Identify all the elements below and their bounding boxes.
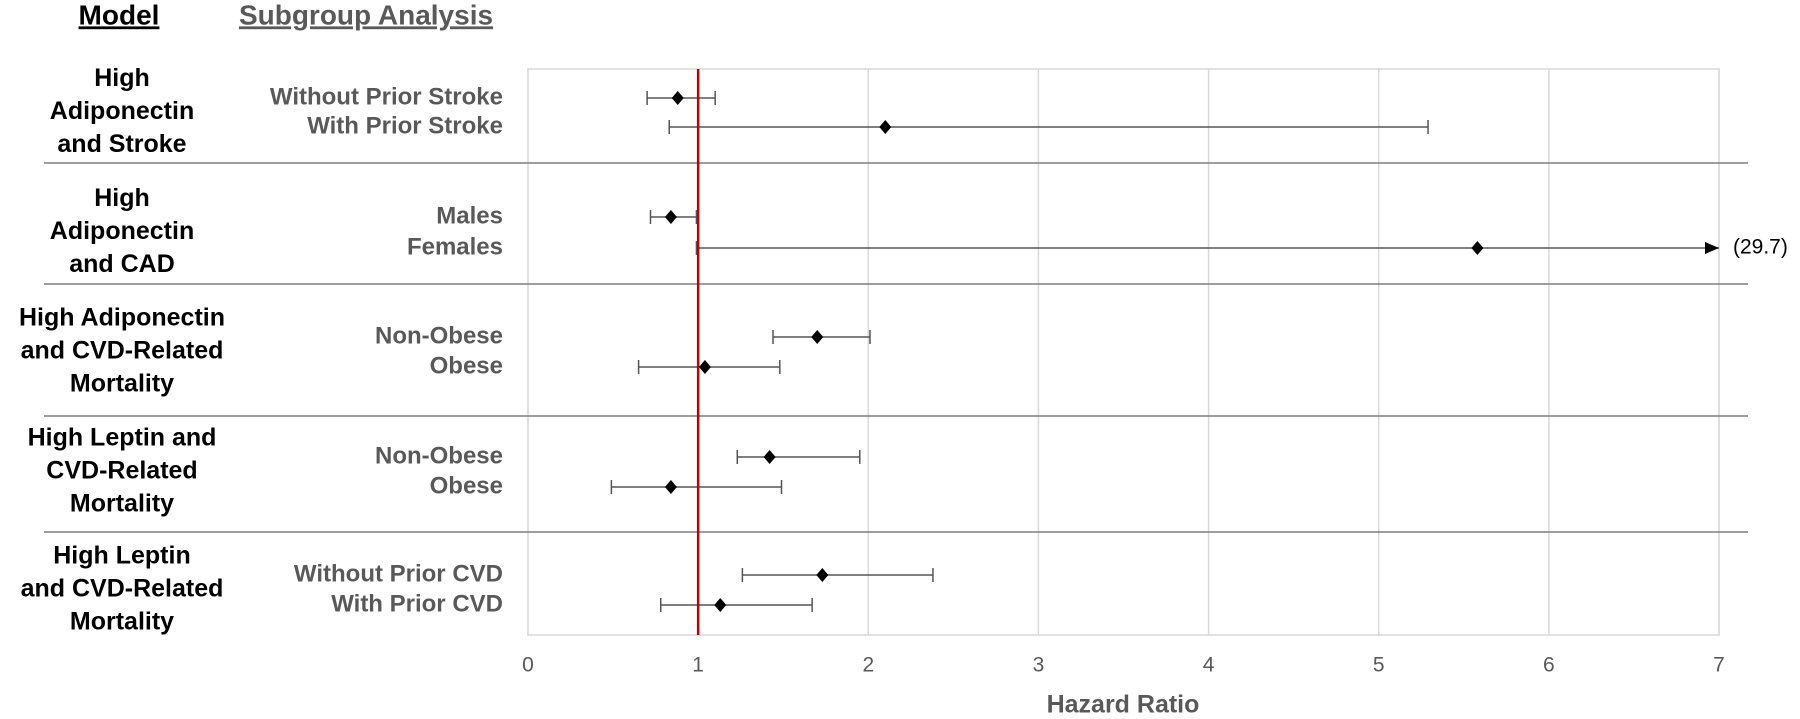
subgroup-label: Obese — [430, 352, 503, 379]
point-estimate — [816, 568, 829, 582]
model-label: Mortality — [70, 608, 174, 636]
x-tick-label: 3 — [1033, 654, 1045, 677]
model-header: Model — [79, 0, 160, 30]
model-label: Mortality — [70, 370, 174, 398]
model-label: Mortality — [70, 490, 174, 518]
model-label: Adiponectin — [50, 97, 194, 125]
point-estimate — [763, 450, 776, 464]
model-label: Adiponectin — [50, 217, 194, 245]
plot-border — [527, 68, 1720, 636]
subgroup-label: Without Prior Stroke — [270, 83, 503, 110]
model-label: and CVD-Related — [21, 575, 224, 603]
point-estimate — [1471, 241, 1484, 255]
x-axis-label: Hazard Ratio — [1047, 691, 1200, 719]
subgroup-label: Males — [436, 202, 503, 229]
subgroup-header: Subgroup Analysis — [239, 0, 493, 30]
model-label: CVD-Related — [46, 457, 197, 485]
subgroup-label: Females — [407, 233, 503, 260]
subgroup-label: Non-Obese — [375, 322, 503, 349]
arrow-head — [1705, 242, 1719, 254]
x-tick-label: 6 — [1543, 654, 1555, 677]
point-estimate — [811, 330, 824, 344]
model-label: and CAD — [69, 250, 175, 278]
model-label: and Stroke — [57, 130, 186, 158]
subgroup-label: Obese — [430, 472, 503, 499]
point-estimate — [698, 360, 711, 374]
point-estimate — [664, 210, 677, 224]
point-estimate — [879, 120, 892, 134]
point-estimate — [664, 480, 677, 494]
x-tick-label: 7 — [1713, 654, 1725, 677]
model-label: High Leptin — [53, 542, 190, 570]
subgroup-label: With Prior CVD — [331, 590, 503, 617]
x-tick-label: 4 — [1203, 654, 1215, 677]
x-tick-label: 0 — [522, 654, 534, 677]
model-label: High — [94, 184, 150, 212]
model-label: High Adiponectin — [19, 304, 225, 332]
subgroup-label: With Prior Stroke — [307, 112, 503, 139]
model-label: High Leptin and — [28, 424, 217, 452]
subgroup-label: Non-Obese — [375, 442, 503, 469]
value-label: (29.7) — [1733, 236, 1788, 259]
point-estimate — [671, 91, 684, 105]
x-tick-label: 1 — [692, 654, 704, 677]
subgroup-label: Without Prior CVD — [294, 560, 503, 587]
x-tick-label: 5 — [1373, 654, 1385, 677]
model-label: and CVD-Related — [21, 337, 224, 365]
point-estimate — [714, 598, 727, 612]
x-tick-label: 2 — [862, 654, 874, 677]
model-label: High — [94, 64, 150, 92]
